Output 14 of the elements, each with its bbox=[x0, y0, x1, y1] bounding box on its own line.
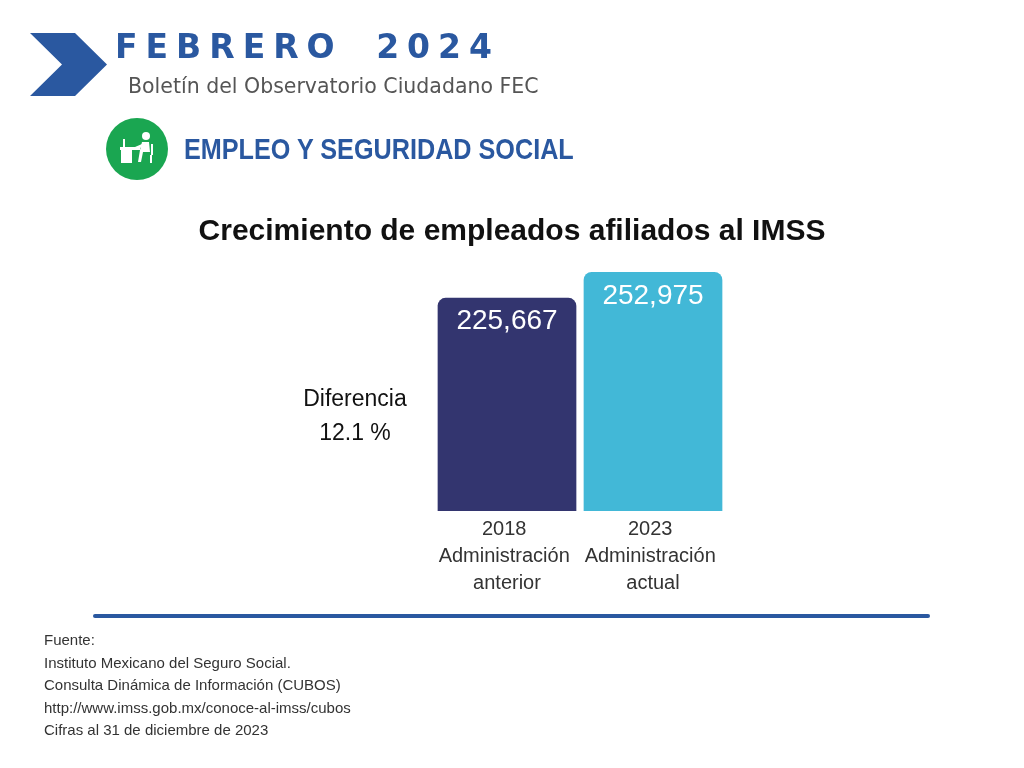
text: http://www.imss.gob.mx/conoce-al-imss/cubos bbox=[44, 697, 351, 718]
source-note: Fuente: bbox=[44, 630, 95, 650]
data-label: 225,667 bbox=[456, 304, 558, 336]
chart-title: Crecimiento de empleados afiliados al IMSS bbox=[198, 212, 826, 246]
x-tick-label: 2023 Administración actual bbox=[584, 516, 722, 593]
text: EMPLEO Y SEGURIDAD SOCIAL bbox=[184, 132, 574, 166]
text: FEBRERO 2024 bbox=[115, 27, 500, 66]
text: Cifras al 31 de diciembre de 2023 bbox=[44, 720, 269, 740]
text: Diferencia 12.1 % bbox=[302, 384, 408, 447]
x-tick-label: 2018 Administración anterior bbox=[438, 516, 576, 593]
data-label: 252,975 bbox=[602, 278, 704, 310]
text: Boletín del Observatorio Ciudadano FEC bbox=[128, 74, 539, 98]
text: Consulta Dinámica de Información (CUBOS) bbox=[44, 675, 341, 695]
text: Instituto Mexicano del Seguro Social. bbox=[44, 652, 291, 673]
